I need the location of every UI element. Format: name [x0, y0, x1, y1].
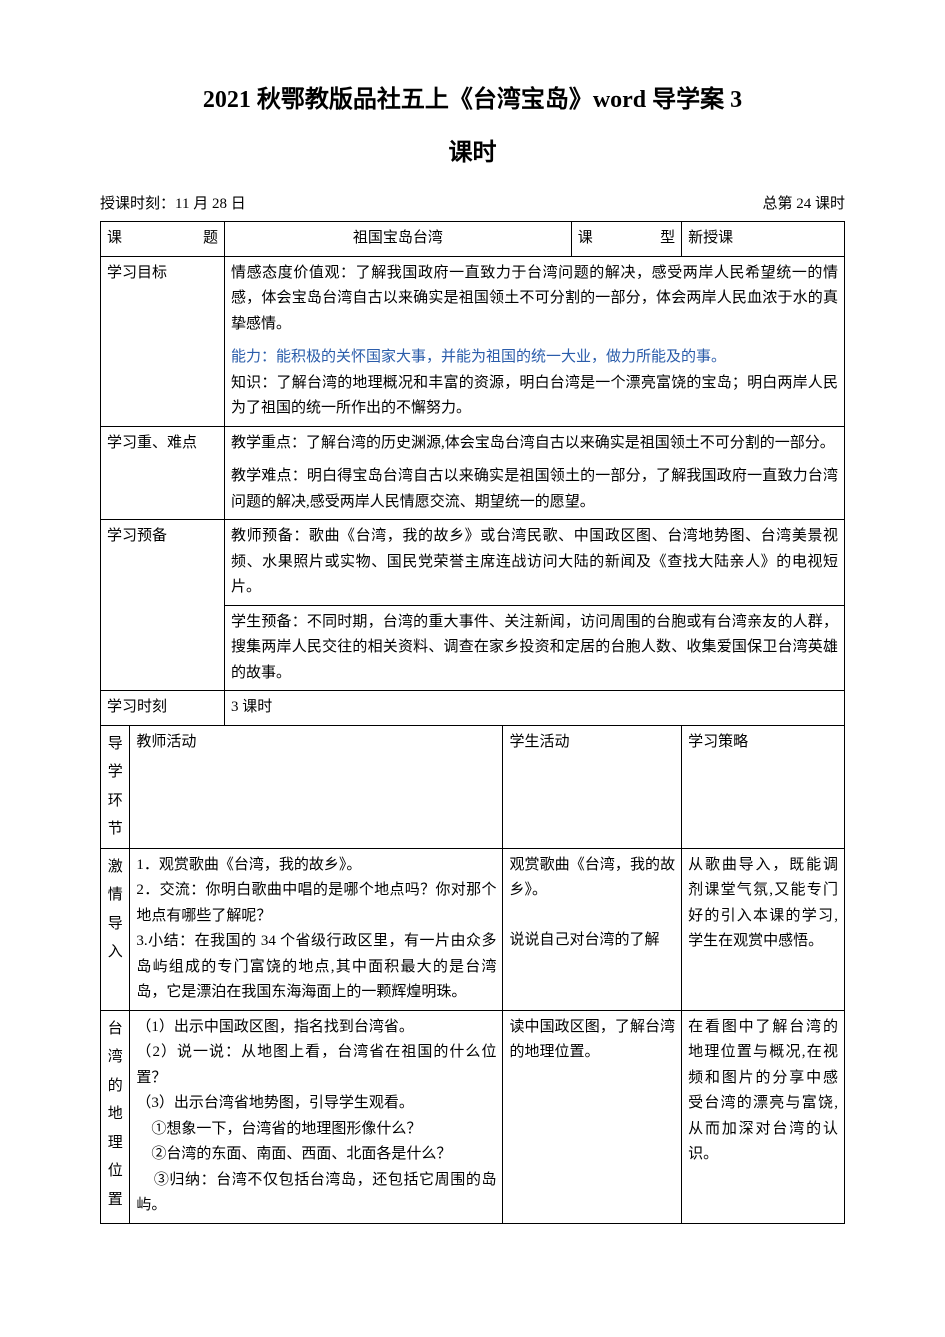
row-topic: 课 题 祖国宝岛台湾 课 型 新授课: [101, 222, 845, 257]
time-value: 11 月 28 日: [175, 196, 246, 212]
goal-text-1: 情感态度价值观：了解我国政府一直致力于台湾问题的解决，感受两岸人民希望统一的情感…: [225, 256, 845, 341]
stage1-student: 观赏歌曲《台湾，我的故乡》。 说说自己对台湾的了解: [503, 848, 682, 1010]
stage1-student-p2: 说说自己对台湾的了解: [509, 928, 675, 954]
prep-teacher: 教师预备：歌曲《台湾，我的故乡》或台湾民歌、中国政区图、台湾地势图、台湾美景视频…: [225, 520, 845, 606]
total-period: 总第 24 课时: [762, 192, 845, 218]
sh-strategy: 学习策略: [682, 725, 845, 848]
row-prep-1: 学习预备 教师预备：歌曲《台湾，我的故乡》或台湾民歌、中国政区图、台湾地势图、台…: [101, 520, 845, 606]
stage2-student: 读中国政区图，了解台湾的地理位置。: [503, 1010, 682, 1223]
teach-time: 授课时刻：11 月 28 日: [100, 192, 246, 218]
row-goal-1: 学习目标 情感态度价值观：了解我国政府一直致力于台湾问题的解决，感受两岸人民希望…: [101, 256, 845, 341]
goal-ability: 能力：能积极的关怀国家大事，并能为祖国的统一大业，做力所能及的事。: [231, 345, 838, 371]
hours-label: 学习时刻: [101, 691, 225, 726]
hours-value: 3 课时: [225, 691, 845, 726]
type-value: 新授课: [682, 222, 845, 257]
row-hours: 学习时刻 3 课时: [101, 691, 845, 726]
topic-label: 课 题: [101, 222, 225, 257]
row-focus-1: 学习重、难点 教学重点：了解台湾的历史渊源,体会宝岛台湾自古以来确实是祖国领土不…: [101, 426, 845, 460]
stage1-strategy: 从歌曲导入，既能调剂课堂气氛,又能专门好的引入本课的学习,学生在观赏中感悟。: [682, 848, 845, 1010]
topic-value: 祖国宝岛台湾: [225, 222, 572, 257]
prep-label: 学习预备: [101, 520, 225, 691]
type-label: 课 型: [571, 222, 681, 257]
lesson-table: 课 题 祖国宝岛台湾 课 型 新授课 学习目标 情感态度价值观：了解我国政府一直…: [100, 221, 845, 1224]
doc-title-line2: 课时: [100, 133, 845, 174]
row-stage1: 激情导入 1．观赏歌曲《台湾，我的故乡》。 2．交流：你明白歌曲中唱的是哪个地点…: [101, 848, 845, 1010]
sh-stage: 导学环节: [101, 725, 130, 848]
focus-label: 学习重、难点: [101, 426, 225, 520]
header-line: 授课时刻：11 月 28 日 总第 24 课时: [100, 192, 845, 218]
goal-text-23: 能力：能积极的关怀国家大事，并能为祖国的统一大业，做力所能及的事。 知识：了解台…: [225, 341, 845, 426]
goal-label: 学习目标: [101, 256, 225, 426]
stage1-student-p1: 观赏歌曲《台湾，我的故乡》。: [509, 853, 675, 904]
row-stage2: 台湾的地理位置 （1）出示中国政区图，指名找到台湾省。 （2）说一说：从地图上看…: [101, 1010, 845, 1223]
stage2-strategy: 在看图中了解台湾的地理位置与概况,在视频和图片的分享中感受台湾的漂亮与富饶,从而…: [682, 1010, 845, 1223]
stage2-label: 台湾的地理位置: [101, 1010, 130, 1223]
focus-text-2: 教学难点：明白得宝岛台湾自古以来确实是祖国领土的一部分，了解我国政府一直致力台湾…: [225, 460, 845, 520]
time-label: 授课时刻：: [100, 196, 175, 212]
stage1-label: 激情导入: [101, 848, 130, 1010]
sh-student: 学生活动: [503, 725, 682, 848]
stage2-teacher: （1）出示中国政区图，指名找到台湾省。 （2）说一说：从地图上看，台湾省在祖国的…: [130, 1010, 503, 1223]
sh-teacher: 教师活动: [130, 725, 503, 848]
goal-knowledge: 知识：了解台湾的地理概况和丰富的资源，明白台湾是一个漂亮富饶的宝岛；明白两岸人民…: [231, 371, 838, 422]
focus-text-1: 教学重点：了解台湾的历史渊源,体会宝岛台湾自古以来确实是祖国领土不可分割的一部分…: [225, 426, 845, 460]
doc-title-line1: 2021 秋鄂教版品社五上《台湾宝岛》word 导学案 3: [100, 80, 845, 121]
prep-student: 学生预备：不同时期，台湾的重大事件、关注新闻，访问周围的台胞或有台湾亲友的人群，…: [225, 605, 845, 691]
stage1-teacher: 1．观赏歌曲《台湾，我的故乡》。 2．交流：你明白歌曲中唱的是哪个地点吗？你对那…: [130, 848, 503, 1010]
row-subhead: 导学环节 教师活动 学生活动 学习策略: [101, 725, 845, 848]
